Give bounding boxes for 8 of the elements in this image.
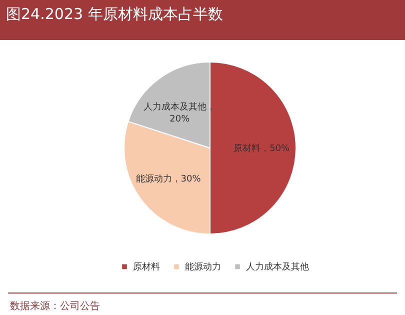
data-label: 能源动力，30%: [136, 173, 202, 184]
data-label: 原材料，50%: [234, 143, 290, 154]
legend-label: 人力成本及其他: [246, 262, 309, 273]
chart-title: 图24.2023 年原材料成本占半数: [6, 5, 223, 23]
legend-label: 能源动力: [185, 262, 221, 273]
legend-label: 原材料: [133, 262, 160, 273]
source-note: 数据来源：公司公告: [10, 300, 100, 312]
data-label: 人力成本及其他，20%: [144, 101, 216, 124]
